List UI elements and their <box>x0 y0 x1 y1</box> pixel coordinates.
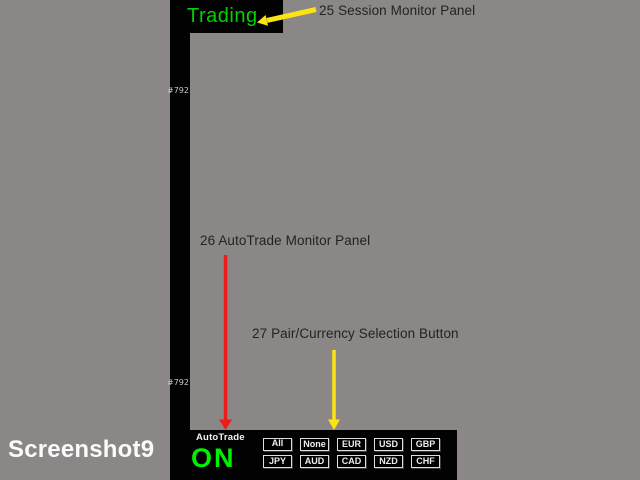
button-label: AUD <box>304 456 325 466</box>
button-label: USD <box>378 439 398 449</box>
session-monitor-panel: Trading <box>170 0 283 33</box>
chart-price-label: #792 <box>167 86 189 95</box>
currency-button-nzd[interactable]: NZD <box>374 455 403 468</box>
button-label: NZD <box>379 456 398 466</box>
chart-left-edge-strip: #792 #792 <box>167 0 190 480</box>
annotation-session-monitor: 25 Session Monitor Panel <box>319 3 476 18</box>
currency-button-cad[interactable]: CAD <box>337 455 366 468</box>
button-label: GBP <box>415 439 436 449</box>
currency-button-all[interactable]: All <box>263 438 292 451</box>
currency-button-gbp[interactable]: GBP <box>411 438 440 451</box>
button-label: All <box>268 438 287 451</box>
currency-arrow-head <box>328 419 340 430</box>
button-label: CAD <box>341 456 362 466</box>
currency-button-eur[interactable]: EUR <box>337 438 366 451</box>
autotrade-monitor-panel: AutoTrade ON All None EUR USD GBP JPY AU… <box>170 430 457 480</box>
currency-button-jpy[interactable]: JPY <box>263 455 292 468</box>
currency-button-chf[interactable]: CHF <box>411 455 440 468</box>
button-label: JPY <box>268 456 286 466</box>
currency-button-none[interactable]: None <box>300 438 329 451</box>
button-label: EUR <box>341 439 361 449</box>
slide-title: Screenshot9 <box>8 436 155 463</box>
button-label: None <box>303 439 326 449</box>
autotrade-status: ON <box>191 443 236 473</box>
session-monitor-title: Trading <box>187 5 258 27</box>
chart-price-label: #792 <box>167 378 189 387</box>
annotation-pair-currency-button: 27 Pair/Currency Selection Button <box>252 326 459 341</box>
currency-button-grid: All None EUR USD GBP JPY AUD CAD NZD CHF <box>263 438 440 468</box>
currency-button-usd[interactable]: USD <box>374 438 403 451</box>
currency-button-aud[interactable]: AUD <box>300 455 329 468</box>
annotation-autotrade-monitor: 26 AutoTrade Monitor Panel <box>200 233 371 248</box>
autotrade-arrow-head <box>219 419 232 430</box>
autotrade-label: AutoTrade <box>196 432 245 443</box>
button-label: CHF <box>416 456 435 466</box>
